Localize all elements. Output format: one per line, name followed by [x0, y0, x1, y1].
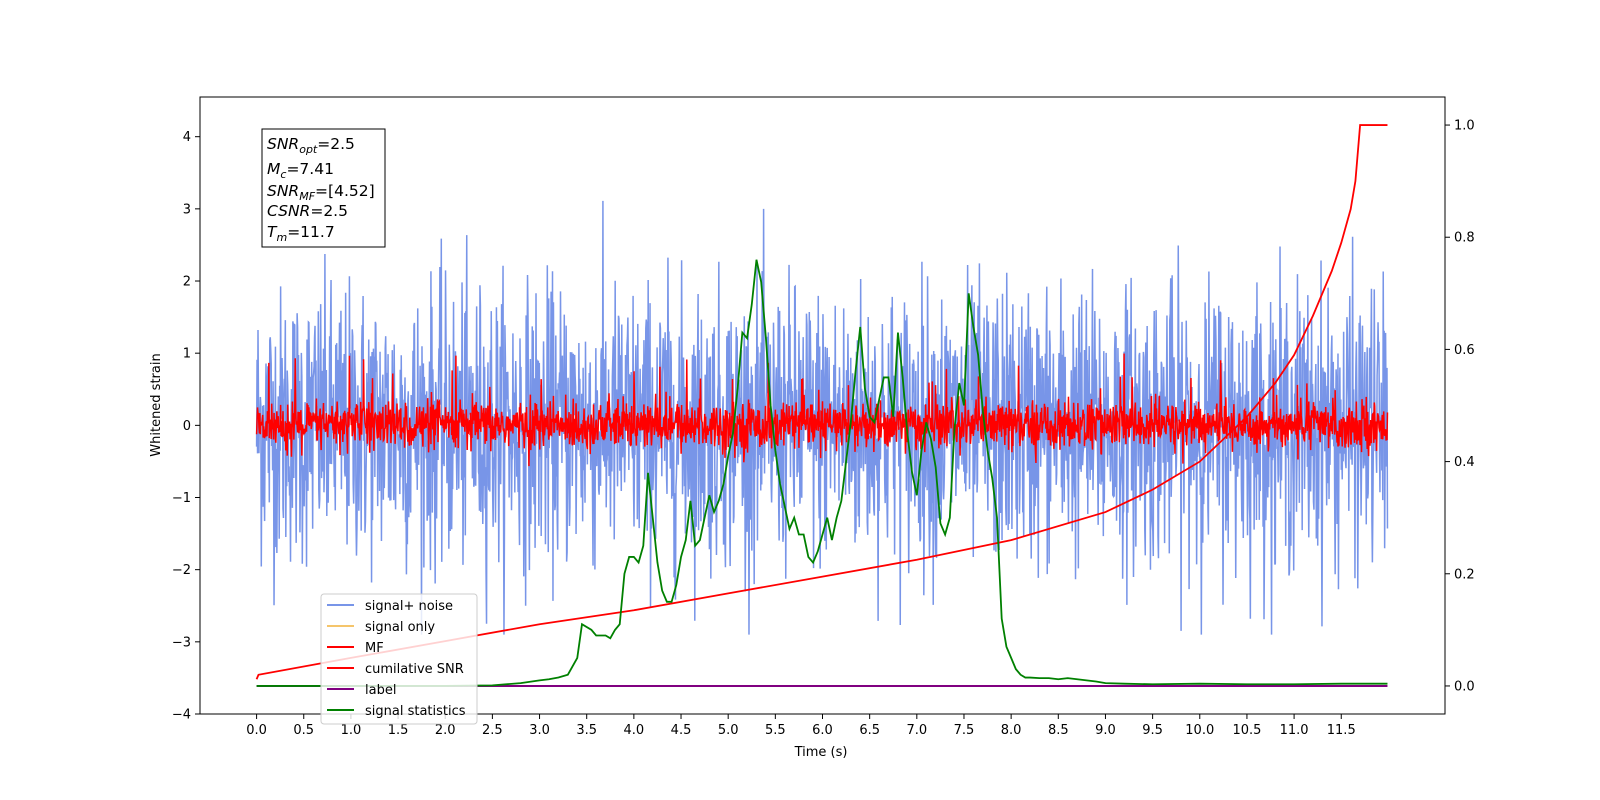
x-tick-label: 8.5 [1048, 723, 1069, 738]
y-tick-label: −4 [172, 708, 191, 723]
x-tick-label: 0.5 [293, 723, 314, 738]
x-tick-label: 2.0 [435, 723, 456, 738]
series-signal-statistics-line [256, 259, 1388, 687]
y2-tick-label: 0.8 [1454, 231, 1475, 246]
x-tick-label: 9.5 [1142, 723, 1163, 738]
legend-label-mf: MF [365, 641, 384, 656]
x-axis-ticks: 0.0 0.5 1.0 1.5 2.0 2.5 3.0 3.5 4.0 4.5 5.0 5.5 6.0 6… [246, 714, 1356, 738]
legend-label-signal-only: signal only [365, 620, 435, 635]
x-axis-label: Time (s) [794, 745, 848, 760]
info-csnr: CSNR=2.5 [267, 202, 348, 220]
y-tick-label: −2 [172, 563, 191, 578]
y-axis-ticks: −4 −3 −2 −1 0 1 2 3 4 [172, 130, 200, 723]
x-tick-label: 8.0 [1001, 723, 1022, 738]
x-tick-label: 10.0 [1185, 723, 1214, 738]
y2-tick-label: 0.0 [1454, 679, 1475, 694]
y-tick-label: −3 [172, 635, 191, 650]
y-axis-label: Whitened strain [149, 353, 164, 456]
x-tick-label: 1.0 [341, 723, 362, 738]
x-tick-label: 9.0 [1095, 723, 1116, 738]
y2-tick-label: 1.0 [1454, 119, 1475, 134]
y2-tick-label: 0.4 [1454, 455, 1475, 470]
x-tick-label: 7.0 [906, 723, 927, 738]
x-tick-label: 4.5 [671, 723, 692, 738]
info-snr-mf: SNRMF=[4.52] [267, 182, 375, 203]
y-tick-label: 3 [183, 202, 191, 217]
y-tick-label: 2 [183, 275, 191, 290]
y2-tick-label: 0.6 [1454, 343, 1475, 358]
x-tick-label: 1.5 [388, 723, 409, 738]
legend-label-label: label [365, 683, 396, 698]
series-cumulative-snr-line [255, 124, 1388, 680]
x-tick-label: 5.5 [765, 723, 786, 738]
x-tick-label: 6.5 [859, 723, 880, 738]
y-tick-label: 0 [183, 419, 191, 434]
series-mf-line [255, 353, 1389, 467]
y2-axis-ticks: 0.0 0.2 0.4 0.6 0.8 1.0 [1445, 119, 1475, 694]
y-tick-label: 1 [183, 347, 191, 362]
legend-label-signal-noise: signal+ noise [365, 599, 453, 614]
info-mc: Mc=7.41 [267, 160, 334, 181]
x-tick-label: 10.5 [1232, 723, 1261, 738]
legend-label-signal-statistics: signal statistics [365, 704, 466, 719]
y-tick-label: −1 [172, 491, 191, 506]
x-tick-label: 2.5 [482, 723, 503, 738]
info-tm: Tm=11.7 [267, 223, 335, 244]
y-tick-label: 4 [183, 130, 191, 145]
x-tick-label: 11.0 [1280, 723, 1309, 738]
x-tick-label: 6.0 [812, 723, 833, 738]
x-tick-label: 4.0 [624, 723, 645, 738]
x-tick-label: 5.0 [718, 723, 739, 738]
x-tick-label: 3.5 [576, 723, 597, 738]
legend: signal+ noise signal only MF cumilative … [320, 593, 478, 725]
x-tick-label: 3.0 [529, 723, 550, 738]
x-tick-label: 0.0 [246, 723, 267, 738]
info-snr-opt: SNRopt=2.5 [267, 135, 355, 156]
x-tick-label: 11.5 [1327, 723, 1356, 738]
legend-label-cumulative-snr: cumilative SNR [365, 662, 464, 677]
info-box: SNRopt=2.5 Mc=7.41 SNRMF=[4.52] CSNR=2.5… [261, 128, 386, 248]
x-tick-label: 7.5 [954, 723, 975, 738]
y2-tick-label: 0.2 [1454, 567, 1475, 582]
